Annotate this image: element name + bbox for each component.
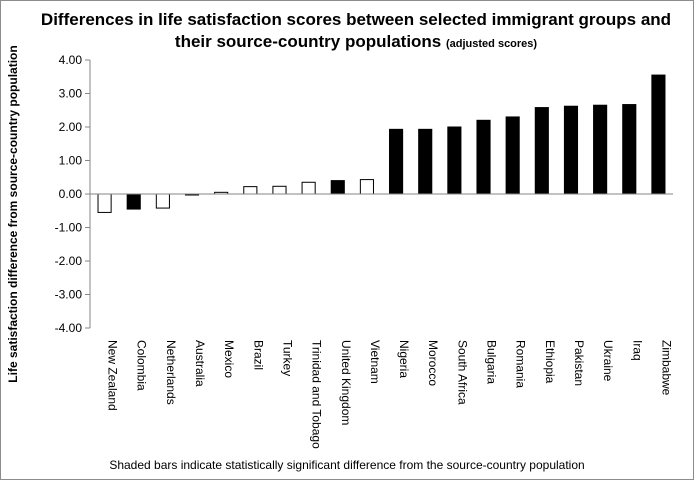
x-tick-label: Netherlands [164,340,178,405]
x-tick-label: Australia [193,340,207,387]
footnote: Shaded bars indicate statistically signi… [109,458,585,472]
x-ticks-group: New Zealand Colombia Netherlands Australia M… [106,340,674,449]
y-tick-label: 2.00 [59,120,83,134]
bar-colombia [126,193,141,210]
x-tick-label: Turkey [280,340,294,376]
y-tick-label: -3.00 [55,288,83,302]
bar-zimbabwe [651,74,666,195]
y-tick-label: 1.00 [59,154,83,168]
bar-bulgaria [476,119,491,195]
x-tick-label: Trinidad and Tobago [310,340,324,449]
bar-south-africa [447,126,462,195]
x-tick-label: Zimbabwe [659,340,673,396]
x-tick-label: South Africa [455,340,469,405]
y-axis-label: Life satisfaction difference from source… [6,45,20,382]
x-tick-label: Nigeria [397,340,411,378]
bar-ethiopia [534,107,549,195]
bars-group [97,74,666,213]
x-tick-label: Ethiopia [543,340,557,384]
y-tick-label: 4.00 [59,53,83,67]
y-tick-label: -2.00 [55,254,83,268]
bar-ukraine [593,104,608,195]
x-tick-label: Iraq [630,340,644,361]
bar-nigeria [389,128,404,195]
bar-turkey [272,185,287,195]
x-tick-label: Colombia [135,340,149,391]
y-tick-label: -4.00 [55,321,83,335]
bar-new-zealand [97,193,112,213]
bar-iraq [622,104,637,195]
chart-title-text: Differences in life satisfaction scores … [40,10,672,51]
bar-netherlands [155,193,170,209]
x-tick-label: Romania [514,340,528,388]
y-tick-label: -1.00 [55,221,83,235]
x-tick-label: Mexico [222,340,236,378]
x-tick-label: United Kingdom [339,340,353,425]
x-tick-label: Ukraine [601,340,615,382]
x-tick-label: Morocco [426,340,440,386]
bar-united-kingdom [330,180,345,195]
chart-subtitle: (adjusted scores) [446,38,538,50]
x-tick-label: Pakistan [572,340,586,386]
bar-brazil [243,186,258,195]
x-tick-label: Bulgaria [485,340,499,384]
bar-vietnam [359,179,374,195]
y-ticks-group: -4.00 -3.00 -2.00 -1.00 0.00 1.00 2.00 3.00 4.00 [55,53,90,335]
x-tick-label: Vietnam [368,340,382,384]
x-tick-label: New Zealand [106,340,120,411]
y-tick-label: 3.00 [59,87,83,101]
x-tick-label: Brazil [251,340,265,370]
bar-romania [505,116,520,195]
bar-morocco [418,128,433,195]
y-tick-label: 0.00 [59,187,83,201]
chart-title: Differences in life satisfaction scores … [31,9,681,55]
bar-trinidad-and-tobago [301,181,316,195]
bar-pakistan [563,105,579,195]
